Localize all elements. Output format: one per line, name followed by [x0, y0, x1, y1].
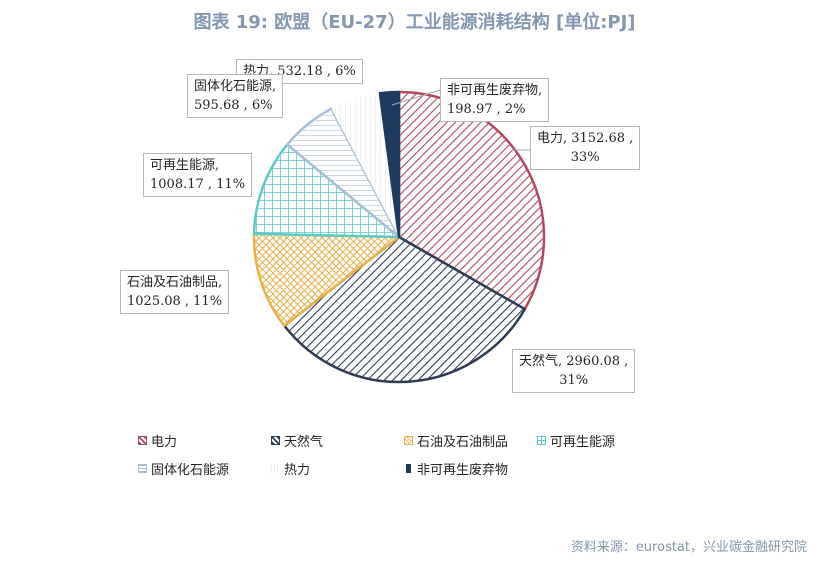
pie-slice-oil: [252, 232, 401, 327]
legend-item-renewable: 可再生能源: [537, 431, 615, 450]
legend-label-gas: 天然气: [284, 435, 324, 450]
legend-item-oil: 石油及石油制品: [404, 431, 508, 450]
legend-item-gas: 天然气: [271, 431, 323, 450]
legend-label-oil: 石油及石油制品: [417, 435, 509, 450]
legend-swatch-gas: [271, 436, 280, 445]
pie-slice-heat: [331, 93, 399, 237]
legend-label-renewable: 可再生能源: [550, 435, 616, 450]
legend-item-heat: 热力: [271, 459, 310, 478]
legend-swatch-heat: [271, 464, 280, 473]
pie-slice-solid: [285, 107, 401, 239]
label-solid: 固体化石能源, 595.68 , 6%: [187, 74, 284, 118]
legend-item-waste: 非可再生废弃物: [404, 459, 508, 478]
legend-swatch-oil: [404, 436, 413, 445]
pie-slice-electricity: [397, 90, 546, 311]
legend-item-electricity: 电力: [138, 431, 177, 450]
chart-title: 图表 19: 欧盟（EU-27）工业能源消耗结构 [单位:PJ]: [193, 12, 636, 33]
legend-swatch-solid: [138, 464, 147, 473]
pie-slice-waste: [378, 90, 401, 239]
label-electricity: 电力, 3152.68 , 33%: [530, 126, 641, 170]
source-note: 资料来源：eurostat，兴业碳金融研究院: [570, 540, 807, 555]
legend-swatch-waste: [406, 464, 411, 473]
legend-label-solid: 固体化石能源: [151, 463, 230, 478]
label-waste: 非可再生废弃物, 198.97 , 2%: [440, 78, 550, 122]
label-oil: 石油及石油制品, 1025.08 , 11%: [120, 270, 230, 314]
legend-label-electricity: 电力: [151, 435, 178, 450]
legend-label-heat: 热力: [284, 463, 311, 478]
legend-swatch-renewable: [537, 436, 546, 445]
label-renewable: 可再生能源, 1008.17 , 11%: [143, 153, 253, 197]
legend-label-waste: 非可再生废弃物: [417, 463, 509, 478]
pie-slice-renewable: [252, 143, 401, 239]
pie-slice-gas: [283, 235, 527, 384]
leader-line-waste: [391, 89, 441, 106]
legend-item-solid: 固体化石能源: [138, 459, 229, 478]
legend-swatch-electricity: [138, 436, 147, 445]
label-gas: 天然气, 2960.08 , 31%: [512, 349, 636, 393]
